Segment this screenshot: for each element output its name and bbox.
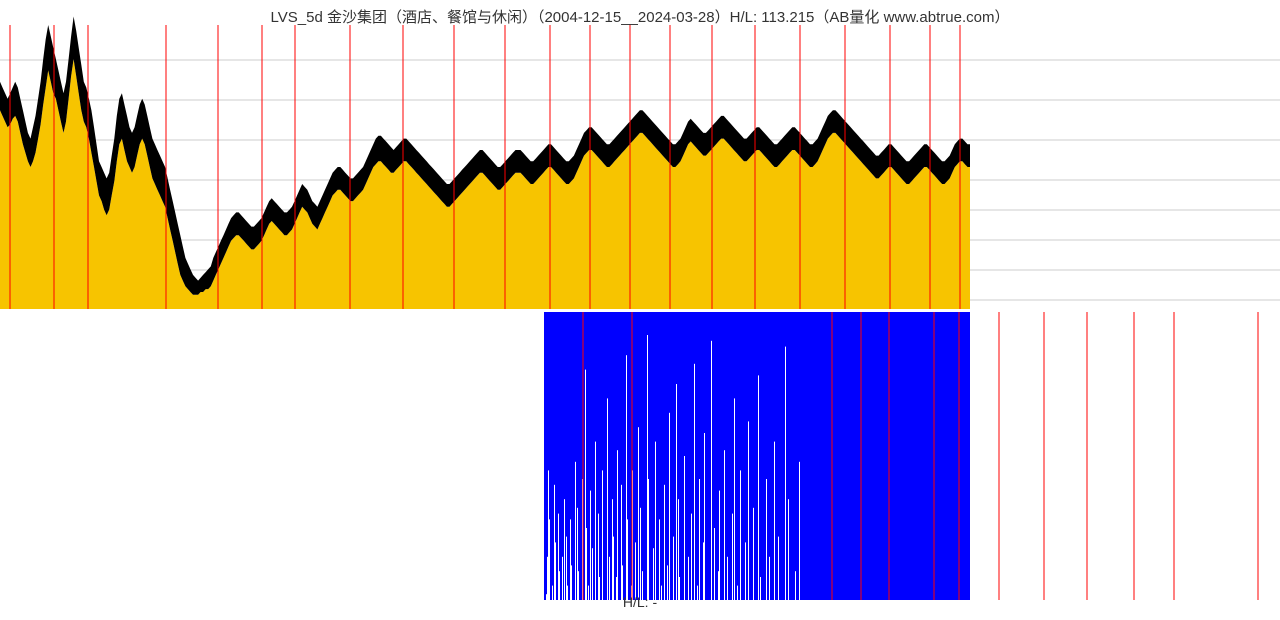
chart-canvas bbox=[0, 0, 1280, 620]
bottom-label: H/L: - bbox=[0, 594, 1280, 610]
